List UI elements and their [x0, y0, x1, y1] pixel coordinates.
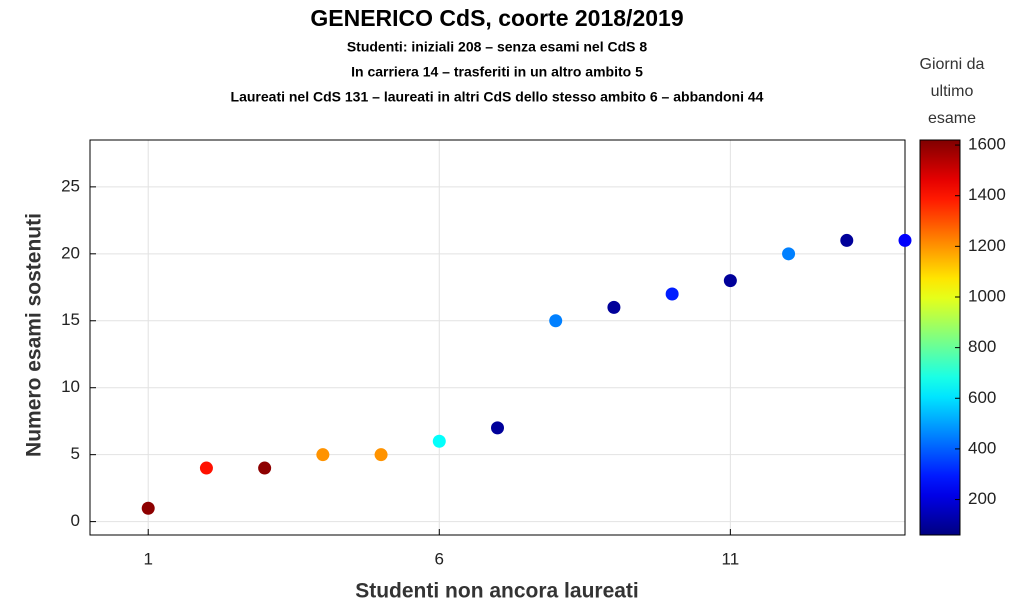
y-tick-label: 10 [61, 377, 80, 396]
plot-area [90, 140, 905, 535]
colorbar-label: esame [928, 110, 976, 127]
colorbar-tick-label: 1400 [968, 185, 1006, 204]
plot-frame [89, 139, 906, 536]
subtitle: In carriera 14 – trasferiti in un altro … [351, 64, 643, 80]
point [258, 461, 272, 475]
x-tick-label: 11 [722, 549, 740, 568]
point [549, 314, 563, 328]
y-tick-label: 5 [71, 444, 80, 463]
x-tick-label: 1 [143, 549, 152, 568]
colorbar-tick-label: 1000 [968, 286, 1006, 305]
subtitle: Laureati nel CdS 131 – laureati in altri… [231, 89, 764, 105]
point [665, 287, 679, 301]
colorbar-label: ultimo [931, 83, 974, 100]
colorbar-tick-label: 400 [968, 438, 996, 457]
point [840, 233, 854, 247]
point [141, 501, 155, 515]
colorbar-label: Giorni da [920, 56, 985, 73]
point [491, 421, 504, 435]
colorbar [919, 139, 961, 536]
colorbar-tick-label: 800 [968, 337, 996, 356]
point [782, 247, 796, 261]
y-tick-label: 20 [61, 243, 80, 262]
colorbar-tick-label: 200 [968, 489, 996, 508]
subtitle: Studenti: iniziali 208 – senza esami nel… [347, 39, 648, 55]
chart-title: GENERICO CdS, coorte 2018/2019 [310, 5, 683, 31]
point [374, 448, 388, 462]
y-tick-label: 25 [61, 176, 80, 195]
y-axis-label: Numero esami sostenuti [23, 213, 46, 457]
y-tick-label: 0 [71, 511, 80, 530]
colorbar-tick-label: 1600 [968, 135, 1006, 154]
y-tick-label: 15 [61, 310, 80, 329]
colorbar-tick-label: 600 [968, 388, 996, 407]
colorbar-tick-label: 1200 [968, 236, 1006, 255]
x-axis-label: Studenti non ancora laureati [355, 580, 639, 603]
point [199, 461, 213, 475]
point [432, 434, 446, 448]
point [898, 233, 912, 247]
point [607, 300, 621, 314]
point [723, 274, 737, 288]
point [316, 448, 330, 462]
x-tick-label: 6 [435, 549, 444, 568]
